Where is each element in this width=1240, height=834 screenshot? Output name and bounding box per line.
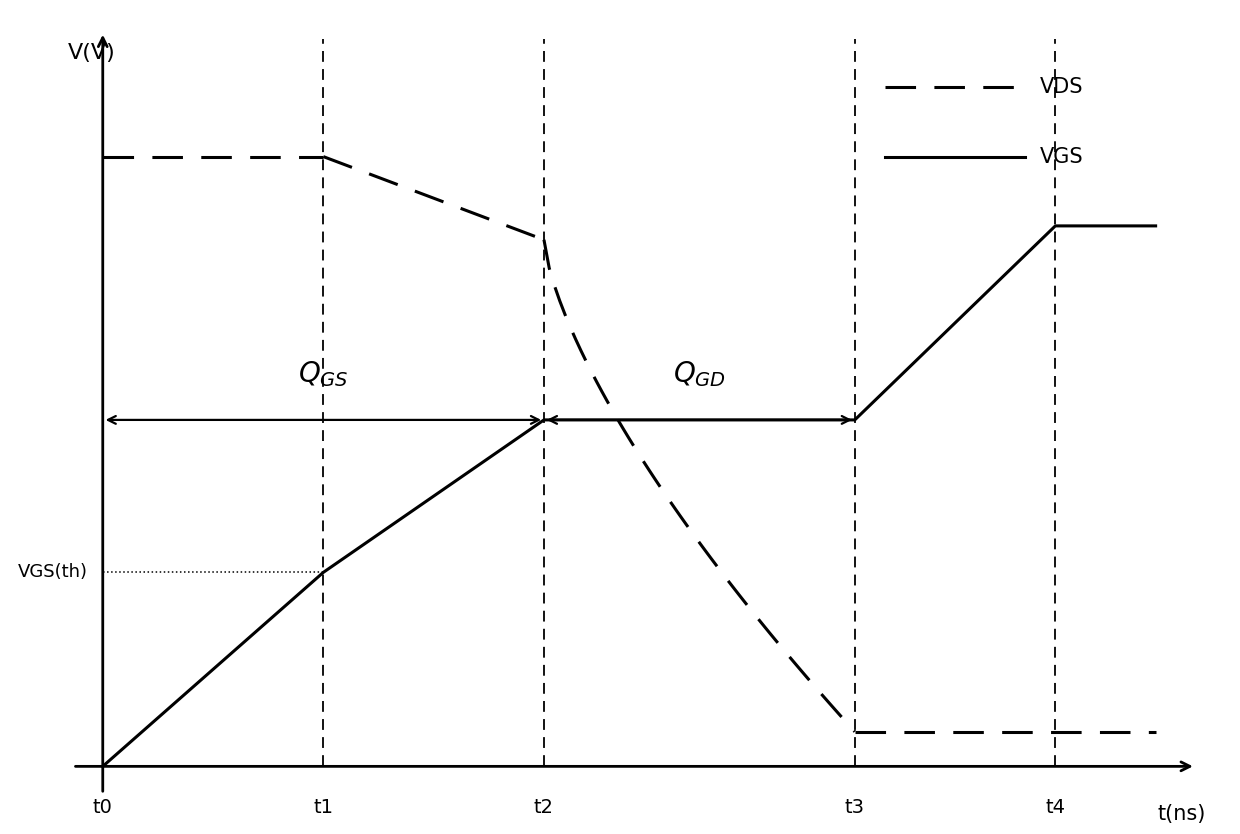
Text: VGS: VGS <box>1040 147 1084 167</box>
Text: VGS(th): VGS(th) <box>17 563 88 581</box>
Text: t(ns): t(ns) <box>1157 805 1205 825</box>
Text: t4: t4 <box>1045 797 1065 816</box>
Text: t2: t2 <box>534 797 554 816</box>
Text: VDS: VDS <box>1040 78 1084 98</box>
Text: $Q_{GS}$: $Q_{GS}$ <box>298 359 348 389</box>
Text: t0: t0 <box>93 797 113 816</box>
Text: $Q_{GD}$: $Q_{GD}$ <box>673 359 725 389</box>
Text: V(V): V(V) <box>68 43 115 63</box>
Text: t3: t3 <box>844 797 864 816</box>
Text: t1: t1 <box>314 797 334 816</box>
